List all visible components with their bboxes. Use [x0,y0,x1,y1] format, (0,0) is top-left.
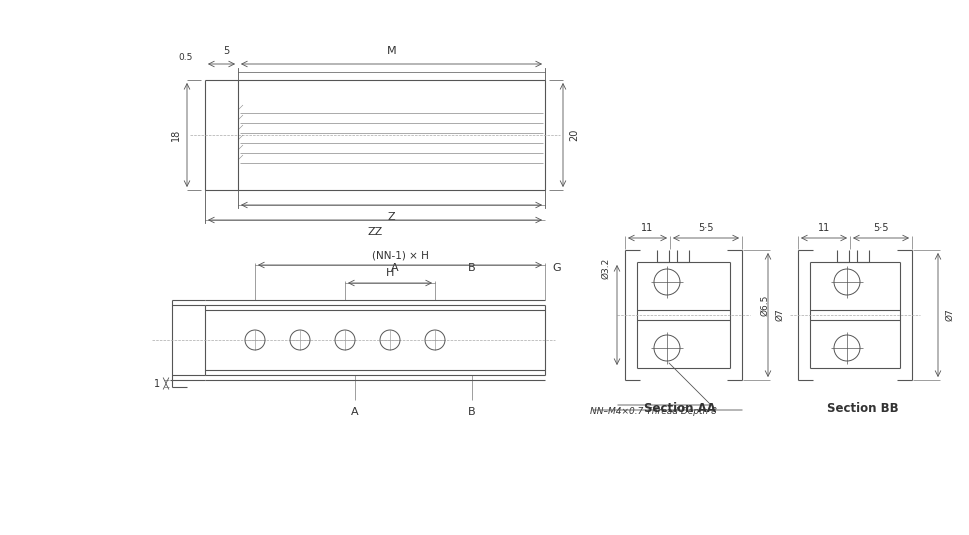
Text: 0.5: 0.5 [178,53,193,62]
Text: 1: 1 [154,379,160,389]
Text: Ø3.2: Ø3.2 [601,257,610,279]
Text: Ø6.5: Ø6.5 [760,294,769,316]
Text: 11: 11 [641,223,654,233]
Text: Section AA: Section AA [644,402,716,415]
Text: Ø7: Ø7 [945,309,954,322]
Text: B: B [468,263,476,273]
Text: Z: Z [388,212,395,222]
Text: NN–M4×0.7 Thread Depth 8: NN–M4×0.7 Thread Depth 8 [590,407,717,416]
Text: M: M [387,46,396,56]
Text: A: A [351,407,359,417]
Text: (NN-1) × H: (NN-1) × H [371,250,428,260]
Text: 5·5: 5·5 [699,223,714,233]
Text: 11: 11 [818,223,830,233]
Text: 18: 18 [171,129,181,141]
Text: G: G [552,263,561,273]
Text: H: H [386,268,394,278]
Text: 20: 20 [569,129,579,141]
Text: Section BB: Section BB [828,402,899,415]
Text: B: B [468,407,476,417]
Text: Ø7: Ø7 [775,309,784,322]
Text: ZZ: ZZ [367,227,383,237]
Text: 5: 5 [224,46,230,56]
Text: 5·5: 5·5 [873,223,889,233]
Text: A: A [391,263,399,273]
